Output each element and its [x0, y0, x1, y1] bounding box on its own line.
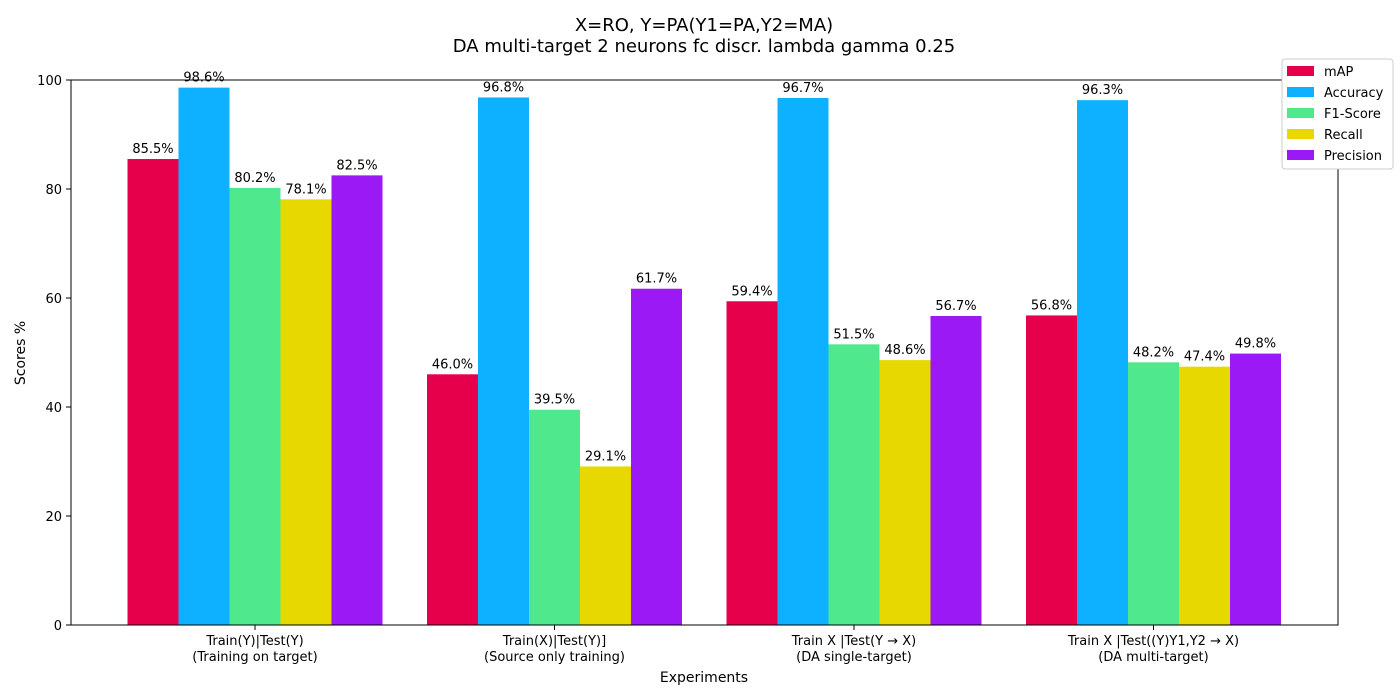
x-tick-label: Train(Y)|Test(Y)	[205, 634, 303, 649]
bar-f1-score-1	[529, 409, 580, 625]
bar-recall-3	[1179, 366, 1230, 625]
bar-map-3	[1026, 315, 1077, 625]
legend-swatch	[1287, 87, 1314, 97]
data-label: 49.8%	[1235, 337, 1276, 352]
x-tick-label: (DA single-target)	[796, 650, 912, 665]
bar-recall-2	[879, 360, 931, 625]
x-tick-label: Train(X)|Test(Y)]	[502, 634, 606, 649]
data-label: 51.5%	[833, 327, 874, 342]
data-label: 78.1%	[285, 182, 326, 197]
data-label: 98.6%	[183, 71, 224, 86]
data-label: 48.6%	[884, 343, 925, 358]
legend-swatch	[1287, 150, 1314, 160]
x-tick-label: Train X |Test((Y)Y1,Y2 → X)	[1067, 634, 1239, 649]
bar-map-1	[427, 374, 478, 625]
legend-box	[1281, 58, 1394, 170]
bar-recall-1	[580, 466, 631, 625]
y-tick-label: 40	[45, 401, 62, 416]
data-label: 96.3%	[1082, 83, 1123, 98]
data-label: 96.8%	[483, 80, 524, 95]
data-label: 82.5%	[336, 158, 377, 173]
legend-entry: Recall	[1324, 128, 1363, 143]
chart-title: X=RO, Y=PA(Y1=PA,Y2=MA)	[575, 15, 833, 36]
bar-accuracy-3	[1077, 100, 1128, 626]
x-tick-label: (Source only training)	[484, 650, 625, 665]
bar-recall-0	[280, 199, 332, 626]
legend-swatch	[1287, 129, 1314, 139]
legend: mAP Accuracy F1-Score Recall Precision	[1281, 58, 1394, 170]
data-label: 85.5%	[132, 142, 173, 157]
data-label: 46.0%	[432, 357, 473, 372]
data-label: 47.4%	[1184, 350, 1225, 365]
bar-precision-2	[930, 315, 982, 625]
bar-precision-1	[631, 288, 682, 625]
data-label: 56.7%	[935, 299, 976, 314]
bar-f1-score-3	[1128, 362, 1179, 625]
bar-f1-score-0	[229, 187, 281, 625]
bar-accuracy-2	[777, 97, 829, 626]
y-tick-label: 60	[45, 292, 62, 307]
bar-precision-0	[331, 175, 383, 625]
x-tick-label: (DA multi-target)	[1098, 650, 1208, 665]
data-label: 96.7%	[782, 81, 823, 96]
data-label: 56.8%	[1031, 298, 1072, 313]
legend-swatch	[1287, 66, 1314, 76]
y-tick-label: 80	[45, 183, 62, 198]
bar-f1-score-2	[828, 344, 880, 625]
x-tick-label: Train X |Test(Y → X)	[791, 634, 917, 649]
bar-precision-3	[1230, 353, 1281, 625]
legend-swatch	[1287, 108, 1314, 118]
x-tick-label: (Training on target)	[192, 650, 317, 665]
legend-entry: Accuracy	[1324, 86, 1384, 101]
plot-area: 85.5% 46.0% 59.4% 56.8% 98.6% 96.8% 96.7% 96.3%…	[37, 71, 1339, 665]
data-label: 29.1%	[585, 449, 626, 464]
data-label: 48.2%	[1133, 345, 1174, 360]
y-tick-label: 0	[54, 619, 62, 634]
data-label: 80.2%	[234, 171, 275, 186]
bar-map-0	[127, 159, 179, 625]
legend-entry: F1-Score	[1324, 107, 1381, 122]
y-axis-label: Scores %	[13, 321, 29, 385]
y-tick-label: 100	[37, 74, 62, 89]
bar-accuracy-1	[478, 97, 529, 625]
bar-map-2	[726, 301, 778, 625]
legend-entry: Precision	[1324, 149, 1382, 164]
bar-accuracy-0	[178, 87, 230, 625]
data-label: 61.7%	[636, 272, 677, 287]
x-axis-label: Experiments	[660, 670, 748, 686]
legend-entry: mAP	[1324, 65, 1354, 80]
axes-frame	[70, 79, 1339, 626]
data-label: 39.5%	[534, 393, 575, 408]
chart-subtitle: DA multi-target 2 neurons fc discr. lamb…	[453, 36, 956, 57]
y-tick-label: 20	[45, 510, 62, 525]
data-label: 59.4%	[731, 284, 772, 299]
